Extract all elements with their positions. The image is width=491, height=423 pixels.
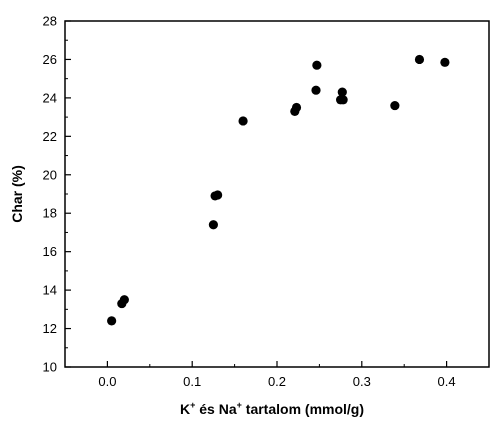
data-point	[390, 100, 400, 111]
data-points	[107, 54, 450, 326]
plot-frame	[64, 20, 490, 368]
data-point	[208, 220, 218, 230]
y-axis-ticks: 10 12 14 16 18 20 22 24 26 28	[43, 14, 71, 375]
x-axis-label: K+ és Na+ tartalom (mmol/g)	[180, 400, 364, 417]
x-axis-label-superscript: +	[237, 400, 242, 410]
y-tick-label: 24	[43, 90, 57, 105]
y-tick-label: 12	[43, 321, 57, 336]
y-axis-label: Char (%)	[9, 165, 25, 223]
y-tick-label: 16	[43, 244, 57, 259]
data-point	[107, 316, 117, 326]
x-tick-label: 0.3	[353, 374, 371, 389]
data-point	[337, 87, 347, 97]
y-tick-label: 10	[43, 360, 57, 375]
y-tick-label: 14	[43, 283, 57, 298]
x-axis-label-part: K	[180, 401, 190, 417]
data-point	[338, 95, 348, 105]
x-axis-ticks: 0.0 0.1 0.2 0.3 0.4	[64, 361, 490, 389]
x-axis-label-part: és Na	[195, 401, 236, 417]
y-tick-label: 18	[43, 206, 57, 221]
x-tick-label: 0.2	[268, 374, 286, 389]
y-tick-label: 20	[43, 167, 57, 182]
y-tick-label: 22	[43, 129, 57, 144]
y-tick-label: 26	[43, 52, 57, 67]
data-point	[414, 54, 425, 65]
x-tick-label: 0.1	[183, 374, 201, 389]
y-tick-label: 28	[43, 14, 57, 29]
data-point	[312, 60, 322, 70]
data-point	[291, 102, 302, 113]
x-tick-label: 0.0	[98, 374, 116, 389]
data-point	[311, 85, 321, 95]
data-point	[238, 116, 248, 126]
x-tick-label: 0.4	[438, 374, 456, 389]
x-axis-label-part: tartalom (mmol/g)	[242, 401, 364, 417]
data-point	[213, 190, 223, 200]
x-axis-label-superscript: +	[190, 400, 195, 410]
data-point	[440, 57, 450, 67]
data-point	[119, 295, 129, 305]
